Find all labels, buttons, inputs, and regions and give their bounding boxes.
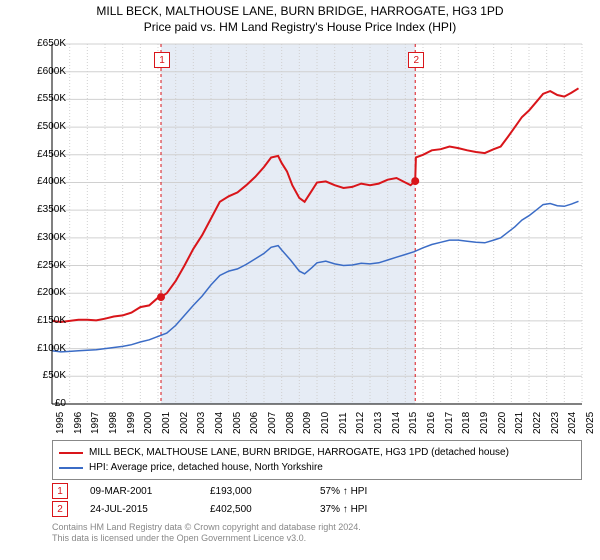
x-tick-label: 2011 xyxy=(338,412,349,434)
event-marker-icon: 1 xyxy=(52,483,68,499)
plot-area xyxy=(52,44,582,404)
x-tick-label: 2018 xyxy=(461,412,472,434)
legend-row-red: MILL BECK, MALTHOUSE LANE, BURN BRIDGE, … xyxy=(59,445,575,460)
chart-svg xyxy=(52,44,582,404)
x-tick-label: 1995 xyxy=(55,412,66,434)
y-tick-label: £400K xyxy=(6,176,66,187)
x-tick-label: 2020 xyxy=(497,412,508,434)
x-tick-label: 2023 xyxy=(550,412,561,434)
x-tick-label: 2006 xyxy=(249,412,260,434)
legend-label-red: MILL BECK, MALTHOUSE LANE, BURN BRIDGE, … xyxy=(89,447,509,458)
legend: MILL BECK, MALTHOUSE LANE, BURN BRIDGE, … xyxy=(52,440,582,480)
y-tick-label: £0 xyxy=(6,398,66,409)
event-marker-on-chart: 2 xyxy=(408,52,424,68)
legend-row-blue: HPI: Average price, detached house, Nort… xyxy=(59,460,575,475)
event-row: 1 09-MAR-2001£193,00057% ↑ HPI xyxy=(52,482,582,500)
y-tick-label: £300K xyxy=(6,232,66,243)
chart-title-line-1: MILL BECK, MALTHOUSE LANE, BURN BRIDGE, … xyxy=(0,4,600,18)
x-tick-label: 2009 xyxy=(302,412,313,434)
event-marker-on-chart: 1 xyxy=(154,52,170,68)
x-tick-label: 2004 xyxy=(214,412,225,434)
legend-swatch-blue xyxy=(59,467,83,469)
y-tick-label: £100K xyxy=(6,343,66,354)
legend-label-blue: HPI: Average price, detached house, Nort… xyxy=(89,462,323,473)
x-tick-label: 2003 xyxy=(196,412,207,434)
footnote-line-2: This data is licensed under the Open Gov… xyxy=(52,533,582,544)
y-tick-label: £550K xyxy=(6,93,66,104)
y-tick-label: £200K xyxy=(6,287,66,298)
y-tick-label: £250K xyxy=(6,260,66,271)
x-tick-label: 2014 xyxy=(391,412,402,434)
y-tick-label: £150K xyxy=(6,315,66,326)
x-tick-label: 2000 xyxy=(143,412,154,434)
event-date: 24-JUL-2015 xyxy=(90,504,210,515)
event-date: 09-MAR-2001 xyxy=(90,486,210,497)
footnote: Contains HM Land Registry data © Crown c… xyxy=(52,522,582,545)
y-tick-label: £600K xyxy=(6,66,66,77)
event-marker-icon: 2 xyxy=(52,501,68,517)
x-tick-label: 2007 xyxy=(267,412,278,434)
chart-title-line-2: Price paid vs. HM Land Registry's House … xyxy=(0,20,600,34)
x-tick-label: 1999 xyxy=(126,412,137,434)
x-tick-label: 2016 xyxy=(426,412,437,434)
x-tick-label: 2013 xyxy=(373,412,384,434)
x-tick-label: 1998 xyxy=(108,412,119,434)
event-table: 1 09-MAR-2001£193,00057% ↑ HPI 2 24-JUL-201… xyxy=(52,482,582,518)
y-tick-label: £500K xyxy=(6,121,66,132)
y-tick-label: £50K xyxy=(6,370,66,381)
legend-swatch-red xyxy=(59,452,83,454)
x-tick-label: 2005 xyxy=(232,412,243,434)
x-tick-label: 2015 xyxy=(408,412,419,434)
event-row: 2 24-JUL-2015£402,50037% ↑ HPI xyxy=(52,500,582,518)
x-tick-label: 2008 xyxy=(285,412,296,434)
x-tick-label: 2001 xyxy=(161,412,172,434)
x-tick-label: 2024 xyxy=(567,412,578,434)
y-tick-label: £350K xyxy=(6,204,66,215)
x-tick-label: 2002 xyxy=(179,412,190,434)
event-hpi-rel: 37% ↑ HPI xyxy=(320,504,440,515)
event-hpi-rel: 57% ↑ HPI xyxy=(320,486,440,497)
y-tick-label: £450K xyxy=(6,149,66,160)
x-tick-label: 1996 xyxy=(73,412,84,434)
x-tick-label: 2019 xyxy=(479,412,490,434)
x-tick-label: 1997 xyxy=(90,412,101,434)
x-tick-label: 2021 xyxy=(514,412,525,434)
x-tick-label: 2010 xyxy=(320,412,331,434)
x-tick-label: 2017 xyxy=(444,412,455,434)
x-tick-label: 2025 xyxy=(585,412,596,434)
event-price: £402,500 xyxy=(210,504,320,515)
y-tick-label: £650K xyxy=(6,38,66,49)
x-tick-label: 2012 xyxy=(355,412,366,434)
event-price: £193,000 xyxy=(210,486,320,497)
x-tick-label: 2022 xyxy=(532,412,543,434)
footnote-line-1: Contains HM Land Registry data © Crown c… xyxy=(52,522,582,533)
